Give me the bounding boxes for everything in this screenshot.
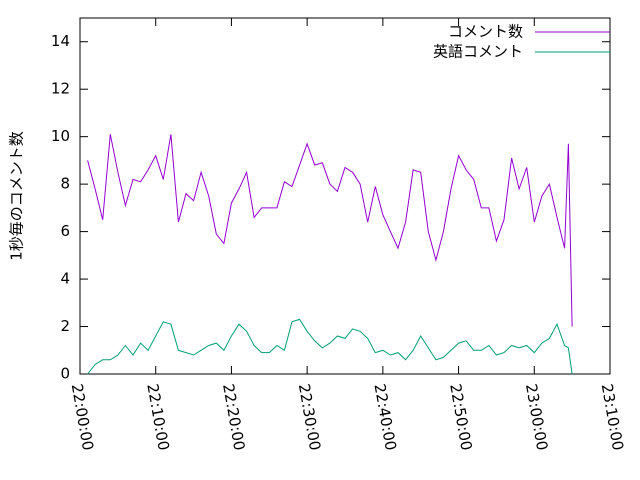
x-tick-label: 23:00:00 <box>522 382 551 451</box>
x-tick-label: 22:00:00 <box>68 382 97 451</box>
y-tick-label: 0 <box>60 365 70 383</box>
plot-frame <box>79 17 611 375</box>
legend-label: 英語コメント <box>433 43 523 61</box>
y-axis-label: 1秒毎のコメント数 <box>8 131 26 261</box>
y-tick-label: 10 <box>51 127 70 145</box>
x-tick-label: 22:50:00 <box>446 382 475 451</box>
x-tick-label: 22:30:00 <box>295 382 324 451</box>
x-tick-label: 23:10:00 <box>598 382 627 451</box>
y-tick-label: 14 <box>51 32 70 50</box>
x-tick-label: 22:10:00 <box>143 382 172 451</box>
y-tick-label: 6 <box>60 222 70 240</box>
series-line <box>87 134 573 327</box>
y-tick-label: 8 <box>60 175 70 193</box>
y-tick-label: 12 <box>51 80 70 98</box>
y-tick-label: 2 <box>60 317 70 335</box>
x-tick-label: 22:20:00 <box>219 382 248 451</box>
x-tick-label: 22:40:00 <box>370 382 399 451</box>
series-line <box>87 318 573 375</box>
y-tick-label: 4 <box>60 270 70 288</box>
legend-label: コメント数 <box>448 23 523 41</box>
